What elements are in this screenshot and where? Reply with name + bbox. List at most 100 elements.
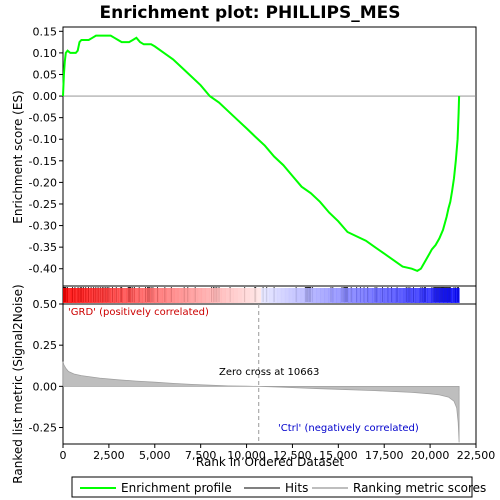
metric-panel-frame <box>62 303 477 445</box>
color-bar-segment <box>391 288 397 303</box>
color-bar-segment <box>193 288 199 303</box>
color-bar-segment <box>368 288 373 303</box>
metric-ytick-label: -0.25 <box>29 422 57 435</box>
es-ytick-label: -0.05 <box>29 112 57 125</box>
color-bar-segment <box>237 288 242 303</box>
color-bar-segment <box>122 288 127 303</box>
x-tick-label: 20,000 <box>411 449 450 462</box>
color-bar-segment <box>407 288 413 303</box>
color-bar-segment <box>261 288 266 303</box>
color-bar-segment <box>134 288 139 303</box>
color-bar-segment <box>118 288 123 303</box>
es-panel-ticks: 0.15 0.10 0.05 0.00 -0.05 -0.10 -0.15 -0.20 -0.2… <box>29 25 476 276</box>
color-bar-segment <box>451 288 456 303</box>
color-bar-segment <box>340 288 345 303</box>
color-bar-segment <box>221 288 226 303</box>
color-bar-segment <box>352 288 357 303</box>
positive-correlation-label: 'GRD' (positively correlated) <box>68 307 209 318</box>
color-bar-segment <box>181 288 187 303</box>
color-bar-segment <box>348 288 353 303</box>
color-bar-segment <box>225 288 230 303</box>
color-bar-segment <box>316 288 321 303</box>
color-bar-segment <box>165 288 171 303</box>
color-bar-segment <box>70 288 76 303</box>
color-bar-segment <box>312 288 318 303</box>
color-bar-segment <box>272 288 278 303</box>
ranking-metric-fill <box>62 361 460 443</box>
chart-title: Enrichment plot: PHILLIPS_MES <box>100 3 401 23</box>
metric-ytick-label: 0.50 <box>33 298 58 311</box>
color-bar-segment <box>114 288 119 303</box>
color-bar-segment <box>142 288 147 303</box>
color-bar-segment <box>371 288 377 303</box>
color-bar-segment <box>257 288 262 303</box>
color-bar-segment <box>276 288 282 303</box>
color-bar-segment <box>106 288 112 303</box>
color-bar-segment <box>130 288 135 303</box>
color-bar-segment <box>177 288 183 303</box>
color-bar-segment <box>455 288 460 303</box>
x-tick-label: 10,000 <box>227 449 266 462</box>
color-bar-segment <box>324 288 329 303</box>
enrichment-profile-line <box>62 34 461 273</box>
color-bar-segment <box>233 288 238 303</box>
color-bar-segment <box>336 288 341 303</box>
rank-color-bar <box>63 288 460 303</box>
es-ytick-label: -0.40 <box>29 263 57 276</box>
color-bar-segment <box>185 288 191 303</box>
color-bar-segment <box>78 288 84 303</box>
color-bar-segment <box>344 288 349 303</box>
color-bar-segment <box>169 288 175 303</box>
color-bar-segment <box>229 288 234 303</box>
es-ytick-label: -0.15 <box>29 155 57 168</box>
zero-cross-label: Zero cross at 10663 <box>219 367 319 378</box>
color-bar-segment <box>304 288 310 303</box>
x-tick-label: 22,500 <box>457 449 496 462</box>
x-tick-label: 12,500 <box>273 449 312 462</box>
color-bar-segment <box>395 288 401 303</box>
color-bar-segment <box>217 288 222 303</box>
color-bar-segment <box>201 288 207 303</box>
es-ytick-label: -0.20 <box>29 176 57 189</box>
color-bar-segment <box>356 288 361 303</box>
color-bar-segment <box>308 288 314 303</box>
color-bar-segment <box>435 288 440 303</box>
color-bar-segment <box>379 288 385 303</box>
legend-hits-label: Hits <box>285 481 308 495</box>
es-panel-frame <box>62 26 477 287</box>
color-bar-segment <box>102 288 108 303</box>
ranking-metric-area <box>62 304 460 444</box>
es-ytick-label: -0.25 <box>29 198 57 211</box>
color-bar-segment <box>253 288 258 303</box>
color-bar-segment <box>66 288 72 303</box>
color-bar-segment <box>98 288 104 303</box>
x-axis-ticks: 0 2,500 5,000 7,500 10,000 12,500 15,000 17,500… <box>60 444 496 462</box>
color-bar-segment <box>146 288 151 303</box>
color-bar-segment <box>138 288 143 303</box>
color-bar-segment <box>173 288 179 303</box>
color-bar-segment <box>150 288 155 303</box>
color-bar-segment <box>364 288 369 303</box>
color-bar-segment <box>249 288 254 303</box>
color-bar-segment <box>284 288 290 303</box>
color-bar-segment <box>296 288 302 303</box>
color-bar-segment <box>415 288 421 303</box>
color-bar-segment <box>443 288 448 303</box>
es-ytick-label: 0.15 <box>33 25 58 38</box>
color-bar-segment <box>292 288 298 303</box>
x-tick-label: 17,500 <box>365 449 404 462</box>
legend-metric-label: Ranking metric scores <box>353 481 486 495</box>
color-bar-segment <box>90 288 96 303</box>
color-bar-segment <box>241 288 246 303</box>
x-tick-label: 0 <box>60 449 67 462</box>
color-bar-segment <box>447 288 452 303</box>
color-bar-segment <box>158 288 163 303</box>
color-bar-segment <box>332 288 337 303</box>
color-bar-segment <box>403 288 409 303</box>
es-ytick-label: 0.05 <box>33 68 58 81</box>
metric-ytick-label: 0.25 <box>33 339 58 352</box>
color-bar-segment <box>423 288 428 303</box>
es-ytick-label: -0.10 <box>29 133 57 146</box>
metric-panel-ticks: 0.50 0.25 0.00 -0.25 <box>29 298 63 435</box>
